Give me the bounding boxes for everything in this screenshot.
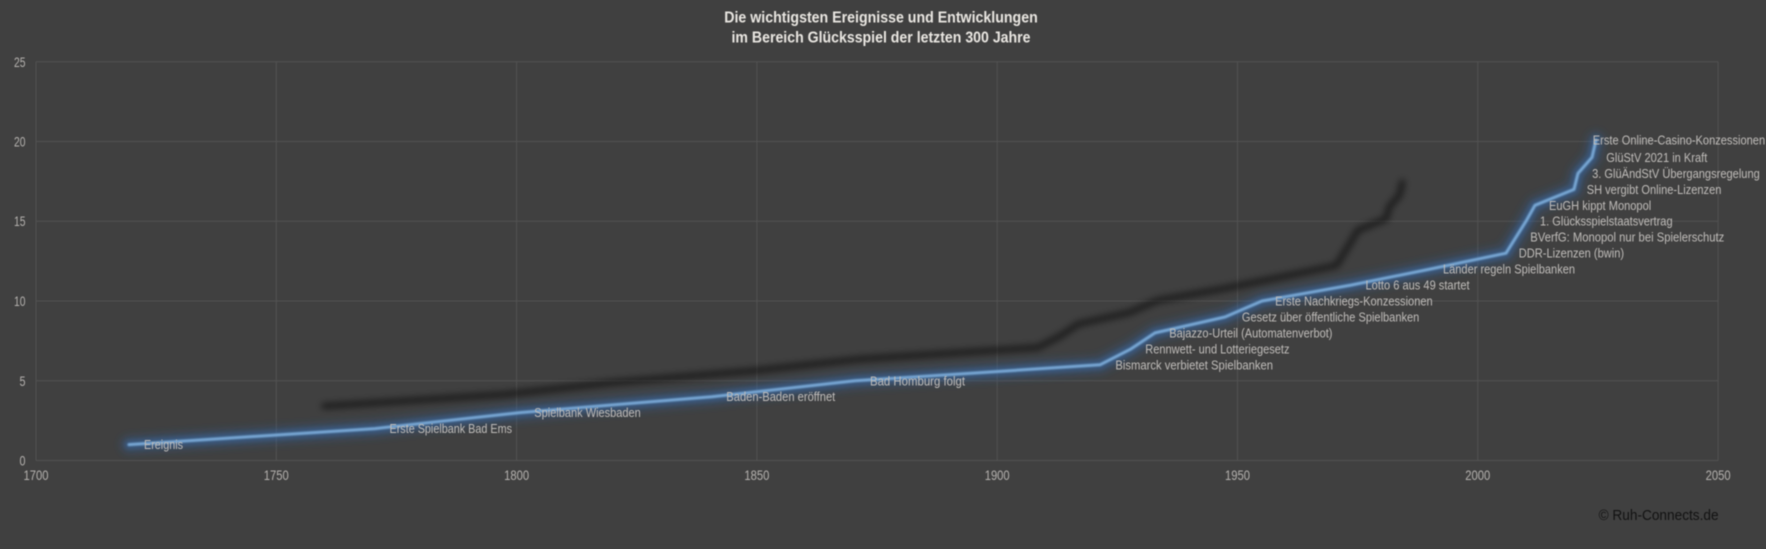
svg-text:25: 25 (14, 54, 26, 70)
svg-text:Rennwett- und Lotteriegesetz: Rennwett- und Lotteriegesetz (1145, 341, 1289, 356)
svg-text:Erste Spielbank Bad Ems: Erste Spielbank Bad Ems (390, 421, 513, 436)
svg-text:5: 5 (20, 373, 26, 389)
svg-text:EuGH kippt Monopol: EuGH kippt Monopol (1549, 198, 1651, 213)
svg-text:Ereignis: Ereignis (144, 437, 183, 452)
svg-text:Erste Nachkriegs-Konzessionen: Erste Nachkriegs-Konzessionen (1275, 294, 1433, 309)
svg-text:Spielbank Wiesbaden: Spielbank Wiesbaden (534, 405, 641, 420)
svg-text:Länder regeln Spielbanken: Länder regeln Spielbanken (1443, 262, 1575, 277)
svg-text:1. Glücksspielstaatsvertrag: 1. Glücksspielstaatsvertrag (1540, 214, 1673, 229)
svg-text:Bajazzo-Urteil (Automatenverbo: Bajazzo-Urteil (Automatenverbot) (1169, 325, 1332, 340)
svg-text:© Ruh-Connects.de: © Ruh-Connects.de (1599, 508, 1719, 524)
svg-text:1900: 1900 (985, 467, 1010, 483)
svg-text:0: 0 (20, 453, 26, 469)
svg-text:Die wichtigsten Ereignisse und: Die wichtigsten Ereignisse und Entwicklu… (724, 10, 1038, 27)
svg-text:1700: 1700 (24, 467, 49, 483)
svg-text:im Bereich Glücksspiel der let: im Bereich Glücksspiel der letzten 300 J… (732, 30, 1031, 47)
svg-text:BVerfG: Monopol nur bei Spiele: BVerfG: Monopol nur bei Spielerschutz (1530, 230, 1724, 245)
svg-text:GlüStV 2021 in Kraft: GlüStV 2021 in Kraft (1606, 150, 1707, 165)
svg-text:Lotto 6 aus 49 startet: Lotto 6 aus 49 startet (1366, 278, 1470, 293)
svg-text:Gesetz über öffentliche Spielb: Gesetz über öffentliche Spielbanken (1242, 310, 1419, 325)
svg-text:SH vergibt Online-Lizenzen: SH vergibt Online-Lizenzen (1587, 182, 1722, 197)
svg-text:Baden-Baden eröffnet: Baden-Baden eröffnet (726, 389, 835, 404)
svg-text:DDR-Lizenzen (bwin): DDR-Lizenzen (bwin) (1519, 246, 1624, 261)
svg-text:1750: 1750 (264, 467, 289, 483)
svg-text:10: 10 (14, 293, 26, 309)
svg-text:Erste Online-Casino-Konzession: Erste Online-Casino-Konzessionen (1593, 133, 1765, 148)
svg-text:1950: 1950 (1225, 467, 1250, 483)
svg-text:1850: 1850 (744, 467, 769, 483)
svg-text:3. GlüÄndStV Übergangsregelung: 3. GlüÄndStV Übergangsregelung (1592, 166, 1760, 181)
svg-text:2000: 2000 (1465, 467, 1490, 483)
svg-text:Bad Homburg folgt: Bad Homburg folgt (870, 373, 965, 388)
svg-text:15: 15 (14, 213, 26, 229)
svg-text:20: 20 (14, 134, 26, 150)
svg-text:1800: 1800 (504, 467, 529, 483)
svg-text:2050: 2050 (1706, 467, 1731, 483)
svg-text:Bismarck verbietet Spielbanken: Bismarck verbietet Spielbanken (1115, 357, 1273, 372)
